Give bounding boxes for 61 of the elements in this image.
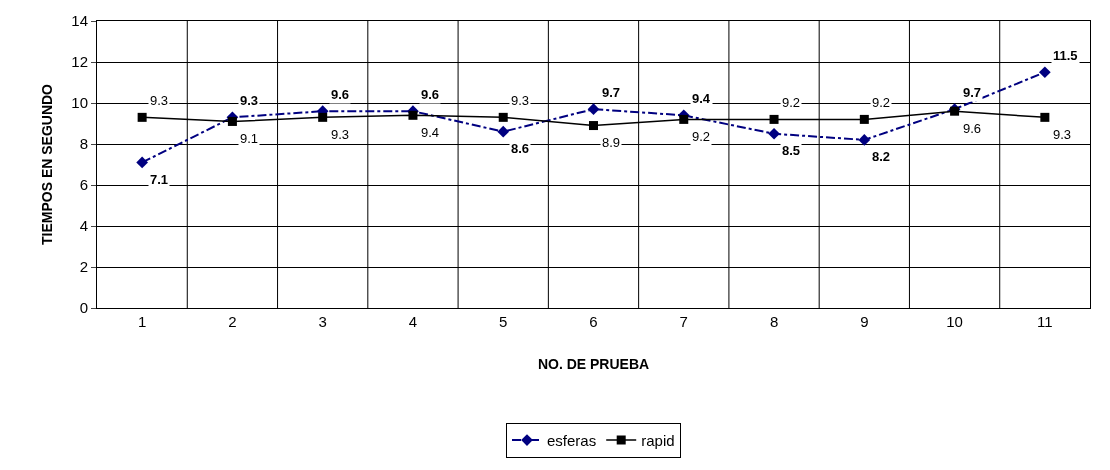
data-label: 9.2 [692,129,711,144]
x-tick-label: 4 [408,313,418,330]
data-label: 8.6 [511,141,530,156]
data-label: 8.2 [872,149,891,164]
data-label: 9.2 [782,95,801,110]
point [679,114,689,124]
point [769,114,779,124]
point [497,125,510,138]
x-tick-label: 7 [679,313,688,330]
point [589,121,598,131]
point [137,112,147,122]
data-label: 9.3 [240,93,259,108]
point [136,156,148,169]
y-tick-label: 6 [79,176,88,194]
point [408,110,418,120]
data-label: 9.6 [331,87,350,102]
x-tick-label: 5 [499,313,508,330]
x-tick-label: 11 [1037,313,1053,330]
y-axis-title: TIEMPOS EN SEGUNDO [38,83,55,246]
point [587,103,600,115]
point [498,112,508,122]
y-tick-label: 2 [79,258,88,276]
legend-label: esferas [547,431,597,449]
point [768,127,780,140]
x-tick-label: 1 [137,313,147,330]
data-label: 7.1 [150,172,169,187]
data-label: 8.5 [782,143,801,158]
data-label: 9.6 [963,121,982,136]
data-label: 9.2 [872,95,891,110]
point [858,134,871,146]
point [227,116,237,126]
point [859,114,869,124]
data-label: 9.6 [421,87,440,102]
y-tick-label: 12 [71,53,88,71]
y-tick-label: 0 [79,299,88,317]
x-tick-label: 9 [860,313,869,330]
data-label: 9.3 [150,93,169,108]
y-tick-label: 10 [71,94,88,112]
y-tick-label: 4 [79,217,88,235]
x-axis-title: NO. DE PRUEBA [537,356,650,373]
legend-label: rapid [641,431,675,449]
data-label: 9.3 [331,127,350,142]
x-tick-label: 8 [769,313,779,330]
data-label: 8.9 [602,135,621,150]
data-label: 9.7 [602,85,621,100]
x-tick-label: 10 [946,313,963,330]
data-label: 11.5 [1053,48,1078,63]
point [1040,112,1050,122]
data-label: 9.1 [240,131,259,146]
data-label: 9.3 [1053,127,1072,142]
x-tick-label: 2 [228,313,237,330]
data-label: 9.7 [963,85,982,100]
y-tick-label: 14 [71,12,88,30]
data-label: 9.4 [421,125,440,140]
data-label: 9.3 [511,93,530,108]
x-tick-label: 3 [318,313,327,330]
point [1039,66,1051,79]
x-tick-label: 6 [589,313,598,330]
point [318,112,328,122]
y-tick-label: 8 [79,135,88,153]
data-label: 9.4 [692,91,711,106]
